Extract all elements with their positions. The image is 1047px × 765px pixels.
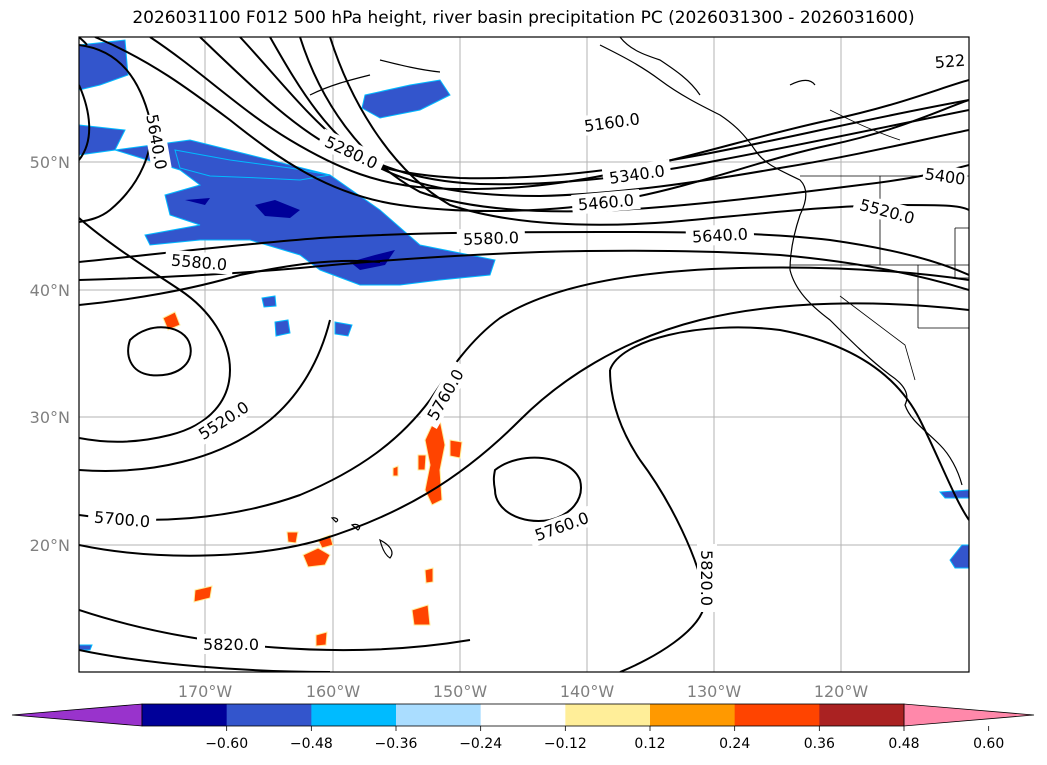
lon-label: 160°W: [306, 682, 361, 701]
contour-label: 5580.0: [463, 228, 520, 249]
colorbar-tick-label: 0.48: [888, 736, 919, 752]
lon-label: 120°W: [814, 682, 869, 701]
colorbar-segment: [480, 704, 566, 726]
lon-label: 140°W: [560, 682, 615, 701]
coastlines: [309, 37, 963, 559]
lon-label: 150°W: [433, 682, 488, 701]
colorbar-extend-high: [903, 703, 1035, 727]
map-title: 2026031100 F012 500 hPa height, river ba…: [132, 8, 915, 28]
lat-label: 40°N: [30, 281, 70, 300]
contour-label: 5700.0: [93, 508, 150, 532]
political-borders: [790, 109, 969, 381]
contour-label: 5640.0: [692, 225, 749, 247]
colorbar-segment: [142, 704, 228, 726]
colorbar-outline: [141, 703, 905, 727]
graticule: [79, 37, 969, 672]
colorbar-tick-label: −0.60: [205, 736, 248, 752]
lat-label: 20°N: [30, 536, 70, 555]
positive-pc-patches: [162, 311, 463, 647]
contour-label: 5460.0: [577, 191, 634, 215]
contour-label: 5820.0: [697, 550, 716, 606]
colorbar-segment: [226, 704, 312, 726]
map-border: [78, 36, 970, 673]
colorbar-tick-label: 0.36: [804, 736, 835, 752]
colorbar-segment: [565, 704, 651, 726]
contour-label: 5580.0: [170, 251, 227, 275]
lon-label: 170°W: [178, 682, 233, 701]
lon-label: 130°W: [687, 682, 742, 701]
colorbar-tick-label: −0.24: [459, 736, 502, 752]
colorbar-extend-low: [11, 703, 143, 727]
colorbar-tick-label: 0.24: [719, 736, 750, 752]
colorbar-segment: [819, 704, 905, 726]
colorbar-segment: [311, 704, 397, 726]
lat-axis: 50°N 40°N 30°N 20°N: [30, 153, 70, 555]
colorbar-tick-label: −0.48: [290, 736, 333, 752]
lat-label: 30°N: [30, 408, 70, 427]
colorbar-tick-label: 0.12: [634, 736, 665, 752]
colorbar-tick-label: −0.36: [375, 736, 418, 752]
colorbar-tick-label: 0.60: [973, 736, 1004, 752]
height-contours: [79, 37, 969, 672]
negative-pc-patches: [79, 39, 969, 651]
lon-axis: 170°W 160°W 150°W 140°W 130°W 120°W: [178, 682, 869, 701]
lat-label: 50°N: [30, 153, 70, 172]
colorbar-tick-label: −0.12: [544, 736, 587, 752]
colorbar: −0.60 −0.48 −0.36 −0.24 −0.12 0.12 0.24 0.36 0.4…: [11, 703, 1035, 752]
contour-label: 5820.0: [203, 635, 259, 654]
colorbar-segment: [734, 704, 820, 726]
map-frame-bg: [79, 37, 969, 672]
colorbar-segment: [396, 704, 482, 726]
colorbar-segment: [650, 704, 736, 726]
contour-label: 522: [934, 51, 966, 73]
